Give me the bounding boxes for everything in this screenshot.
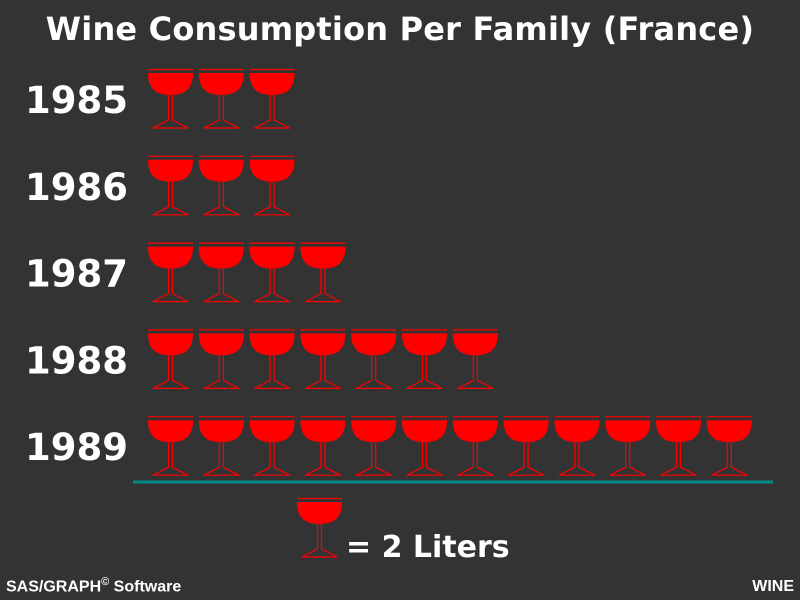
footnote-copyright: © <box>101 575 110 588</box>
wine-glass-icon <box>554 416 600 476</box>
wine-glass-icon <box>452 329 498 389</box>
chart-rows: 1985 1986 1987 1988 1989 <box>25 68 752 476</box>
wine-glass-icon <box>249 68 295 129</box>
wine-glass-icon <box>249 329 295 389</box>
year-label-1988: 1988 <box>25 339 128 382</box>
wine-glass-icon <box>148 416 193 476</box>
footnote-left: SAS/GRAPH© Software <box>6 576 181 596</box>
wine-glass-icon <box>198 155 244 216</box>
legend-wine-glass-icon <box>297 497 342 558</box>
row-1987: 1987 <box>25 242 346 303</box>
wine-glass-icon <box>351 416 397 476</box>
wine-glass-icon <box>198 242 244 303</box>
wine-glass-icon <box>503 416 549 476</box>
row-1985: 1985 <box>25 68 295 129</box>
wine-glass-icon <box>300 329 346 389</box>
wine-glass-icon <box>198 68 244 129</box>
wine-glass-icon <box>148 242 193 303</box>
year-label-1986: 1986 <box>25 166 128 209</box>
footnote-software-tail: Software <box>109 578 182 595</box>
year-label-1985: 1985 <box>25 79 128 122</box>
wine-glass-icon <box>198 329 244 389</box>
row-1986: 1986 <box>25 155 295 216</box>
wine-glass-icon <box>300 416 346 476</box>
year-label-1987: 1987 <box>25 253 128 296</box>
wine-glass-icon <box>148 155 193 216</box>
wine-glass-icon <box>452 416 498 476</box>
wine-glass-icon <box>249 416 295 476</box>
wine-glass-icon <box>605 416 651 476</box>
wine-glass-icon <box>249 242 295 303</box>
wine-glass-icon <box>656 416 701 476</box>
wine-glass-icon <box>402 416 447 476</box>
wine-glass-icon <box>351 329 397 389</box>
wine-glass-icon <box>402 329 447 389</box>
wine-glass-icon <box>198 416 244 476</box>
footnote-right: WINE <box>752 578 794 595</box>
wine-glass-icon <box>706 416 752 476</box>
wine-glass-icon <box>300 242 346 303</box>
row-1988: 1988 <box>25 329 498 389</box>
year-label-1989: 1989 <box>25 426 128 469</box>
wine-glass-icon <box>148 68 193 129</box>
wine-glass-icon <box>148 329 193 389</box>
wine-glass-icon <box>249 155 295 216</box>
row-1989: 1989 <box>25 416 752 476</box>
footnote-software-name: SAS/GRAPH <box>6 578 102 595</box>
legend-text: = 2 Liters <box>346 530 510 565</box>
wine-glass-icon <box>297 497 342 558</box>
legend: = 2 Liters <box>297 497 510 565</box>
chart-title: Wine Consumption Per Family (France) <box>45 10 755 48</box>
